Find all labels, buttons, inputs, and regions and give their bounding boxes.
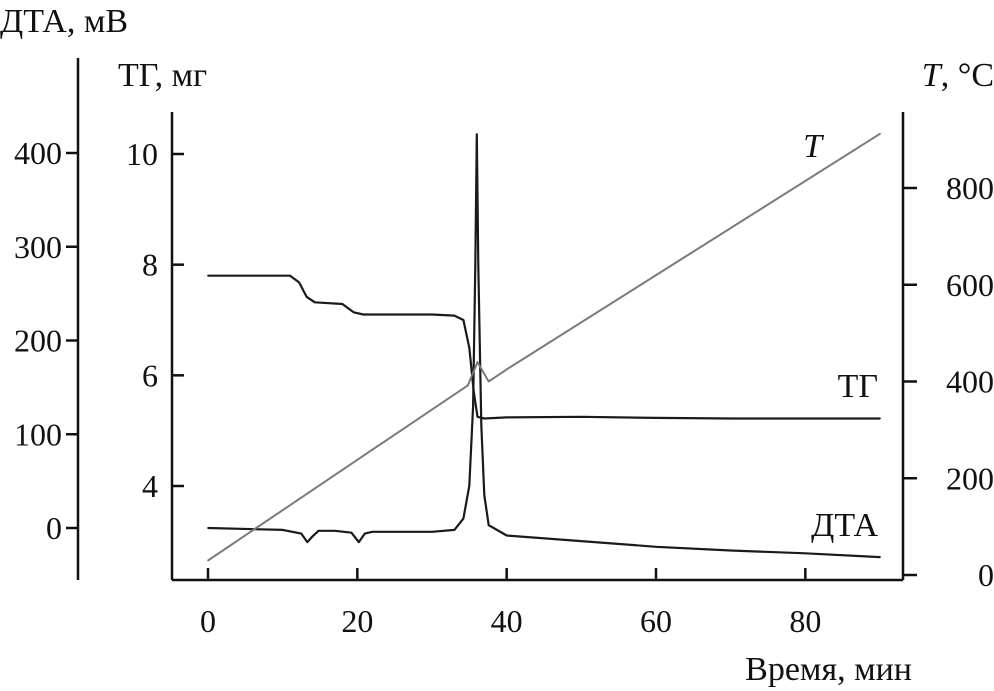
- series-2-point-3: [487, 380, 490, 383]
- dta-tick-label-4: 400: [14, 135, 62, 171]
- series-1-point-6: [352, 311, 355, 314]
- tg-tick-label-2: 8: [142, 247, 158, 283]
- x-tick-label-4: 80: [789, 603, 821, 639]
- series-0-point-4: [311, 535, 314, 538]
- series-0-point-7: [350, 531, 353, 534]
- series-0-point-9: [363, 532, 366, 535]
- series-1-point-10: [462, 319, 465, 321]
- dta-tick-label-2: 200: [14, 323, 62, 359]
- x-tick-label-1: 20: [341, 603, 373, 639]
- series-1-point-13: [476, 415, 479, 418]
- series-layer: [207, 132, 881, 562]
- series-0-point-2: [300, 532, 303, 535]
- tg-axis-title: ТГ, мг: [118, 57, 207, 94]
- series-1-point-2: [298, 281, 300, 284]
- series-0-point-22: [505, 534, 508, 537]
- series-0-point-13: [462, 517, 465, 520]
- series-1-point-5: [341, 303, 344, 305]
- series-line-2: [207, 132, 881, 562]
- series-0-point-0: [207, 527, 209, 529]
- series-0-point-25: [729, 549, 732, 552]
- series-1-point-0: [207, 274, 209, 277]
- series-1-point-1: [289, 274, 291, 277]
- series-1-point-11: [468, 346, 471, 349]
- series-line-1: [208, 274, 880, 420]
- x-tick-label-3: 60: [640, 603, 672, 639]
- series-0-point-19: [480, 424, 483, 426]
- tg-tick-label-0: 4: [142, 468, 158, 504]
- dta-tick-label-0: 0: [46, 510, 62, 546]
- temp-axis-title: T, °С: [922, 57, 994, 94]
- series-1-point-16: [580, 415, 583, 418]
- series-1-point-4: [313, 301, 316, 304]
- temp-tick-label-1: 200: [946, 460, 994, 496]
- series-0-point-24: [655, 545, 657, 548]
- dta-tick-label-3: 300: [14, 229, 62, 265]
- series-0-point-23: [580, 540, 583, 542]
- dta-tick-label-1: 100: [14, 416, 62, 452]
- series-0-point-21: [487, 524, 490, 527]
- series-0-point-1: [281, 529, 284, 531]
- series-label-1: ТГ: [838, 368, 878, 405]
- series-label-2: T: [803, 128, 824, 165]
- series-0-point-14: [468, 484, 471, 487]
- series-0-point-17: [475, 133, 478, 136]
- series-2-point-4: [505, 368, 508, 371]
- series-1-point-12: [472, 391, 475, 393]
- series-1-point-14: [483, 417, 486, 420]
- series-0-point-10: [371, 530, 374, 533]
- series-0-point-5: [317, 529, 320, 532]
- series-0-point-11: [431, 530, 433, 533]
- series-0-point-6: [334, 529, 336, 532]
- series-2-point-2: [476, 361, 479, 363]
- series-0-point-26: [804, 552, 807, 555]
- axes: [66, 58, 917, 582]
- dta-axis-title: ДТА, мВ: [0, 3, 128, 40]
- temp-tick-label-3: 600: [946, 267, 994, 303]
- series-2-point-5: [879, 132, 881, 135]
- series-0-point-12: [453, 529, 456, 531]
- temp-tick-label-0: 0: [978, 557, 994, 593]
- series-1-point-9: [453, 314, 456, 317]
- series-2-point-1: [466, 384, 469, 387]
- series-2-point-0: [207, 559, 209, 562]
- series-1-point-19: [804, 417, 807, 420]
- series-0-point-8: [357, 541, 360, 543]
- x-tick-label-0: 0: [200, 603, 216, 639]
- series-0-point-20: [483, 494, 486, 497]
- series-line-0: [207, 133, 881, 559]
- series-0-point-16: [474, 264, 477, 267]
- series-label-0: ДТА: [811, 507, 878, 544]
- series-1-point-7: [362, 313, 365, 316]
- series-1-point-18: [729, 417, 732, 420]
- tg-tick-label-3: 10: [126, 136, 158, 172]
- series-0-point-3: [306, 541, 309, 543]
- series-1-point-3: [305, 295, 308, 298]
- series-0-point-18: [477, 264, 480, 267]
- series-0-point-27: [879, 556, 881, 558]
- series-0-point-15: [472, 405, 474, 407]
- temp-tick-label-4: 800: [946, 170, 994, 206]
- series-1-point-17: [655, 417, 657, 419]
- x-tick-label-2: 40: [491, 603, 523, 639]
- tg-tick-label-1: 6: [142, 357, 158, 393]
- series-1-point-8: [431, 313, 433, 316]
- x-axis-title: Время, мин: [745, 651, 912, 688]
- series-1-point-15: [505, 416, 508, 419]
- temp-tick-label-2: 400: [946, 364, 994, 400]
- series-1-point-20: [879, 417, 881, 420]
